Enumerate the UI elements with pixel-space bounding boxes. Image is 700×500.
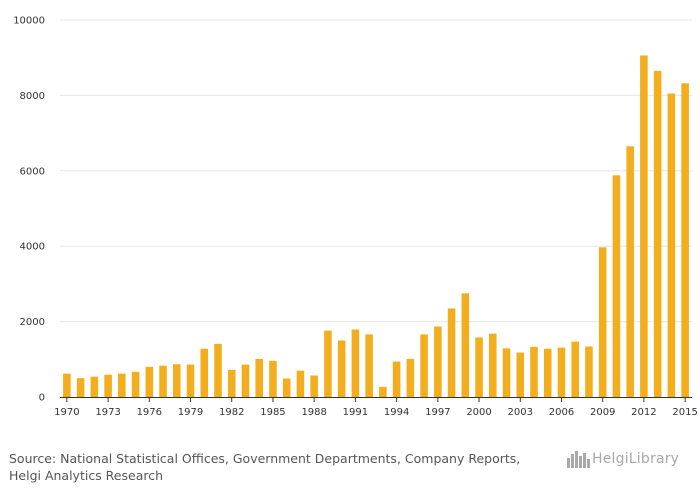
y-tick-label: 8000 <box>20 91 45 102</box>
bar-2011[interactable] <box>626 146 634 397</box>
bar-1976[interactable] <box>145 366 154 397</box>
logo-text: HelgiLibrary <box>592 451 680 467</box>
bar-2015[interactable] <box>681 83 689 397</box>
x-tick-label: 2006 <box>549 407 574 418</box>
y-tick-label: 0 <box>39 393 45 404</box>
source-text: Source: National Statistical Offices, Go… <box>9 450 549 484</box>
x-axis: 1970 1973 1976 1979 1982 1985 1988 1991 1994 1997… <box>54 397 698 418</box>
city-skyline-icon <box>567 451 590 468</box>
gridlines <box>60 19 692 323</box>
bar-1972[interactable] <box>90 376 99 397</box>
bar-1988[interactable] <box>310 375 318 397</box>
bar-1987[interactable] <box>296 370 305 397</box>
x-tick-label: 1976 <box>137 407 162 418</box>
x-tick-label: 1991 <box>343 407 368 418</box>
bar-2010[interactable] <box>612 175 621 397</box>
bar-2004[interactable] <box>530 346 538 397</box>
bar-1996[interactable] <box>420 334 428 397</box>
bar-2014[interactable] <box>667 93 676 397</box>
bar-1992[interactable] <box>365 334 373 397</box>
bar-1986[interactable] <box>282 378 291 397</box>
bar-1973[interactable] <box>104 374 112 397</box>
bar-1975[interactable] <box>131 371 140 397</box>
x-tick-label: 1985 <box>260 407 285 418</box>
bar-1993[interactable] <box>379 386 387 397</box>
x-tick-label: 2009 <box>590 407 615 418</box>
bar-1971[interactable] <box>76 378 85 397</box>
bar-2003[interactable] <box>516 352 525 397</box>
x-tick-label: 1997 <box>425 407 450 418</box>
bar-1970[interactable] <box>63 373 71 397</box>
bar-1984[interactable] <box>255 358 263 397</box>
y-tick-label: 2000 <box>20 317 45 328</box>
bar-2007[interactable] <box>571 341 579 397</box>
bar-1981[interactable] <box>214 343 222 397</box>
y-tick-label: 6000 <box>20 166 45 177</box>
bar-2002[interactable] <box>502 348 511 397</box>
bar-1982[interactable] <box>227 369 236 397</box>
x-tick-label: 2003 <box>508 407 533 418</box>
y-tick-label: 10000 <box>13 16 45 27</box>
bar-1999[interactable] <box>461 293 470 397</box>
x-tick-label: 1988 <box>301 407 326 418</box>
bar-1979[interactable] <box>186 364 195 397</box>
x-tick-label: 1982 <box>219 407 244 418</box>
bar-1977[interactable] <box>159 365 167 397</box>
source-line-1: Source: National Statistical Offices, Go… <box>9 451 521 466</box>
helgi-library-logo[interactable]: HelgiLibrary <box>566 450 679 468</box>
bar-2001[interactable] <box>489 333 497 397</box>
bar-1998[interactable] <box>447 308 456 397</box>
bar-1990[interactable] <box>337 340 346 397</box>
bar-1978[interactable] <box>173 364 181 397</box>
bar-1983[interactable] <box>241 364 250 397</box>
bar-1980[interactable] <box>200 348 209 397</box>
bar-1985[interactable] <box>269 360 277 397</box>
bar-2006[interactable] <box>557 347 566 397</box>
x-tick-label: 2012 <box>631 407 656 418</box>
x-tick-label: 2000 <box>466 407 491 418</box>
x-tick-label: 1973 <box>95 407 120 418</box>
bar-2012[interactable] <box>640 55 648 398</box>
bar-1991[interactable] <box>351 329 360 397</box>
bar-2008[interactable] <box>585 346 593 397</box>
bar-2009[interactable] <box>598 247 607 397</box>
x-tick-label: 1994 <box>384 407 409 418</box>
x-tick-label: 1970 <box>54 407 79 418</box>
footer: Source: National Statistical Offices, Go… <box>0 440 700 500</box>
x-tick-label: 1979 <box>178 407 203 418</box>
bar-1994[interactable] <box>392 361 401 397</box>
bar-1974[interactable] <box>118 373 126 397</box>
bar-1995[interactable] <box>406 358 415 397</box>
bar-2000[interactable] <box>475 337 483 397</box>
bar-2005[interactable] <box>543 348 552 397</box>
source-line-2: Helgi Analytics Research <box>9 468 164 483</box>
x-tick-label: 2015 <box>672 407 697 418</box>
y-axis: 0 2000 4000 6000 8000 10000 <box>13 16 45 404</box>
bar-2013[interactable] <box>653 70 662 398</box>
bars <box>63 55 689 398</box>
bar-1997[interactable] <box>434 326 442 397</box>
y-tick-label: 4000 <box>20 242 45 253</box>
bar-1989[interactable] <box>324 330 332 397</box>
